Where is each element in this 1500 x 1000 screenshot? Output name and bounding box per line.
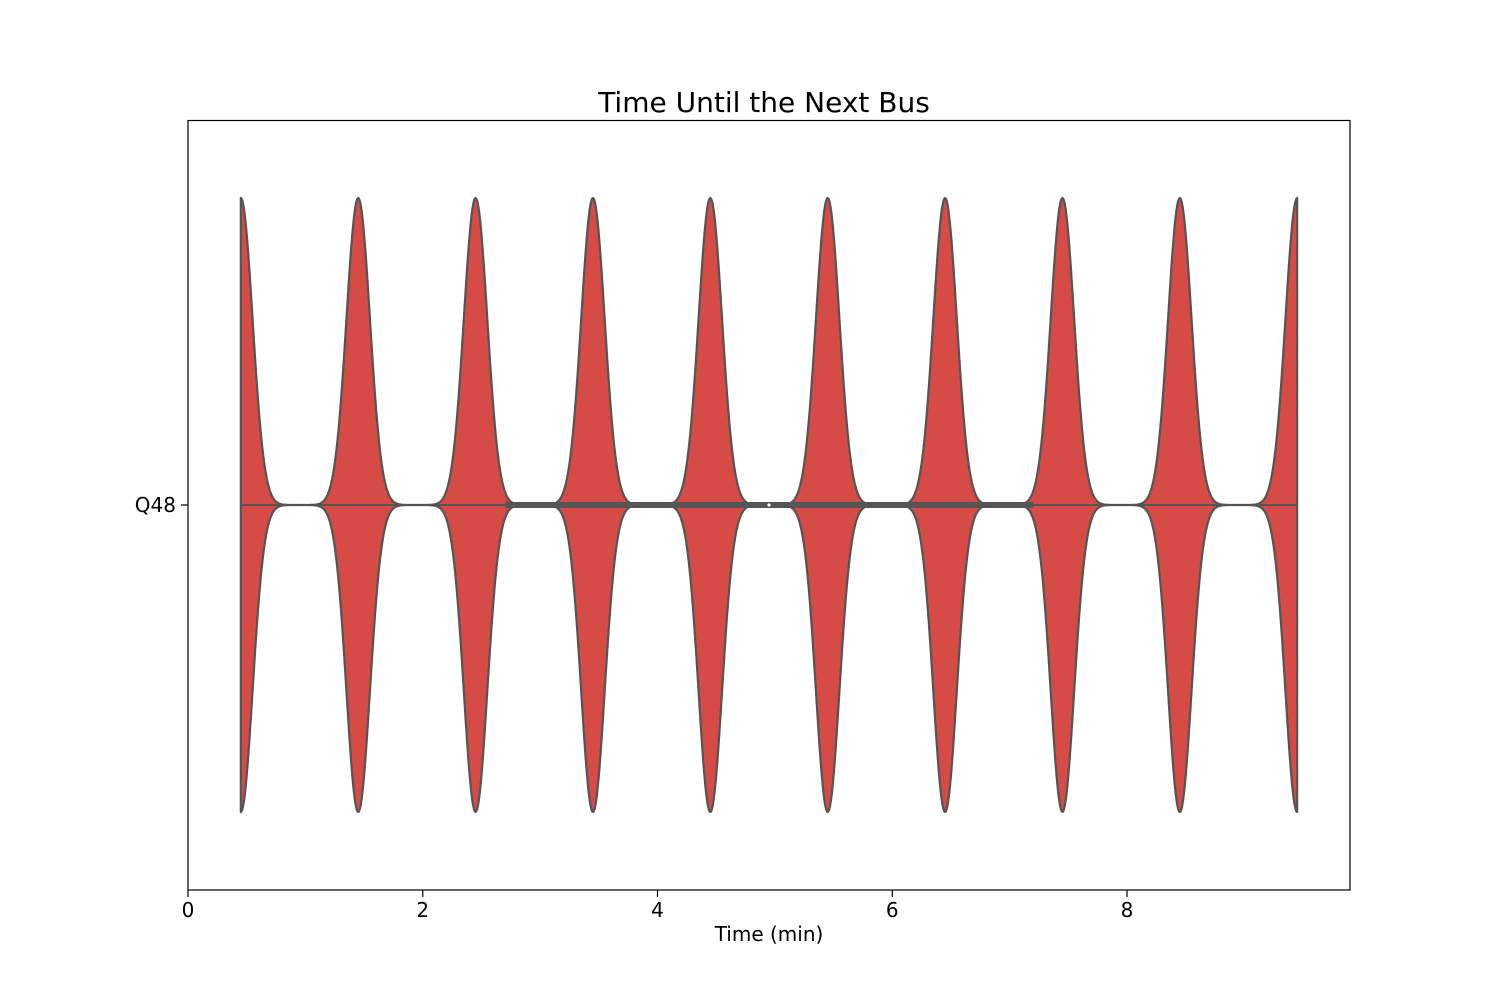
median-point	[767, 503, 771, 507]
x-axis-label: Time (min)	[714, 922, 824, 946]
x-tick-label: 6	[886, 898, 899, 922]
x-axis-ticks: 0 2 4 6 8	[182, 890, 1134, 922]
y-axis-ticks: Q48	[135, 493, 188, 517]
x-tick-label: 4	[651, 898, 664, 922]
x-tick-label: 8	[1121, 898, 1134, 922]
x-tick-label: 2	[416, 898, 429, 922]
chart-title: Time Until the Next Bus	[597, 86, 930, 119]
plot-area	[239, 196, 1299, 814]
y-tick-label: Q48	[135, 493, 176, 517]
x-tick-label: 0	[182, 898, 195, 922]
